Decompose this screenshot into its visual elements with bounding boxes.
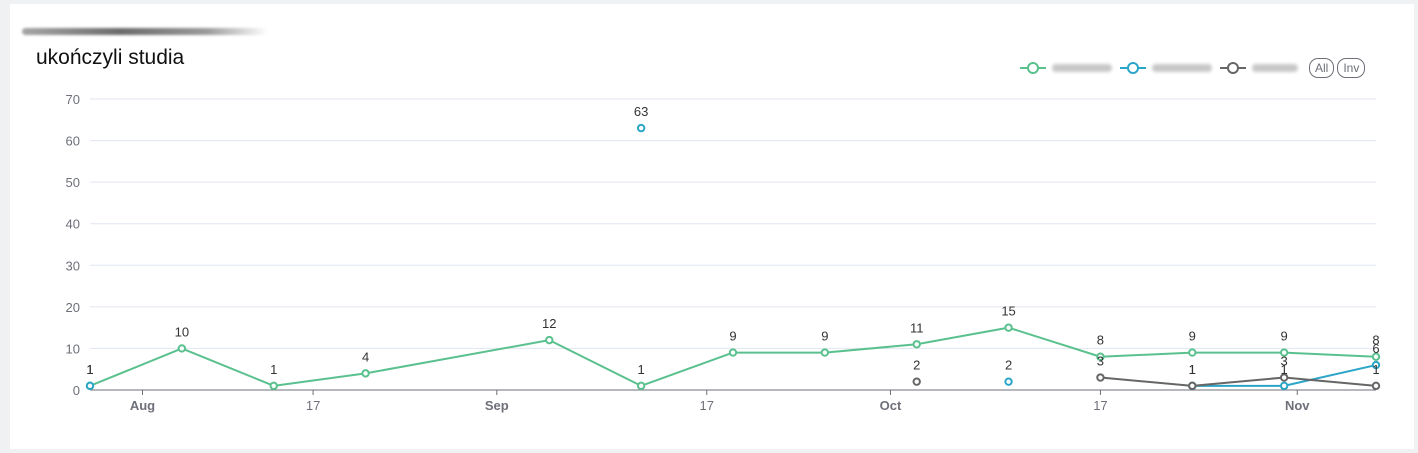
- data-label: 10: [175, 324, 189, 339]
- data-label: 8: [1097, 333, 1104, 348]
- series-layer: [85, 123, 1381, 391]
- series-line-segment: [1283, 351, 1377, 358]
- data-point: [1004, 377, 1013, 386]
- data-point: [820, 348, 830, 357]
- x-tick-label: Sep: [485, 398, 509, 413]
- data-label: 4: [362, 349, 369, 364]
- legend-item-series-1[interactable]: [1020, 61, 1112, 75]
- chart-title: ukończyli studia: [36, 46, 185, 69]
- y-tick-label: 40: [66, 217, 80, 232]
- series-line-segment: [1191, 376, 1286, 387]
- legend-select-all-button[interactable]: All: [1309, 58, 1335, 78]
- data-label: 12: [542, 316, 556, 331]
- data-label: 8: [1372, 333, 1379, 348]
- data-label: 1: [1281, 362, 1288, 377]
- data-point: [177, 344, 187, 353]
- legend-label-redacted: [1052, 64, 1112, 72]
- series-line-segment: [1283, 364, 1377, 387]
- legend-line-circle-icon: [1220, 62, 1246, 74]
- y-tick-label: 60: [66, 134, 80, 149]
- data-label: 9: [821, 329, 828, 344]
- data-point: [1371, 360, 1381, 370]
- data-label: 9: [1189, 329, 1196, 344]
- y-axis-ticks: 0 10 20 30 40 50 60 70: [66, 92, 80, 398]
- y-tick-label: 30: [66, 258, 80, 273]
- series-line-segment: [548, 339, 643, 387]
- data-point: [85, 381, 95, 391]
- data-label: 2: [913, 358, 920, 373]
- data-point: [912, 377, 921, 386]
- x-tick-label: Nov: [1285, 398, 1310, 413]
- x-tick-label: 17: [1093, 398, 1107, 413]
- data-point: [1096, 373, 1105, 382]
- series-line-segment: [915, 326, 1010, 346]
- data-label: 9: [1281, 329, 1288, 344]
- series-line-segment: [272, 372, 367, 387]
- series-line-segment: [640, 351, 734, 387]
- data-label: 63: [634, 104, 648, 119]
- data-label: 2: [1005, 358, 1012, 373]
- chart-legend: All Inv: [1020, 57, 1366, 79]
- data-point: [1188, 348, 1197, 357]
- data-label: 1: [86, 362, 93, 377]
- data-point: [636, 123, 646, 133]
- x-axis: Aug 17 Sep 17 Oct 17 Nov: [90, 389, 1376, 413]
- data-label: 1: [1372, 362, 1379, 377]
- data-point: [728, 348, 738, 357]
- data-label: 6: [1372, 341, 1379, 356]
- data-label: 3: [1281, 354, 1288, 369]
- legend-line-circle-icon: [1020, 62, 1046, 74]
- y-tick-label: 20: [66, 300, 80, 315]
- data-point: [1371, 381, 1381, 391]
- data-point: [361, 369, 370, 378]
- legend-label-redacted: [1252, 64, 1298, 72]
- data-label: 1: [86, 362, 93, 377]
- legend-inverse-button[interactable]: Inv: [1337, 58, 1366, 78]
- data-label: 1: [638, 362, 645, 377]
- data-point: [269, 381, 278, 391]
- y-tick-label: 50: [66, 175, 80, 190]
- data-point: [1004, 323, 1013, 332]
- series-line-segment: [180, 347, 275, 387]
- x-tick-label: Aug: [130, 398, 155, 413]
- series-line-segment: [1007, 326, 1102, 358]
- series-line-segment: [1099, 351, 1194, 358]
- series-line-segment: [1283, 376, 1377, 387]
- x-tick-label: Oct: [880, 398, 902, 413]
- series-line-segment: [823, 343, 918, 354]
- x-tick-label: 17: [700, 398, 714, 413]
- y-tick-label: 70: [66, 92, 80, 107]
- grid-lines: [90, 98, 1376, 349]
- data-point: [1188, 381, 1197, 391]
- data-label: 9: [729, 329, 736, 344]
- data-label: 3: [1097, 354, 1104, 369]
- data-point: [1279, 373, 1289, 382]
- data-point: [1371, 352, 1381, 361]
- data-label: 1: [270, 362, 277, 377]
- legend-label-redacted: [1152, 64, 1212, 72]
- series-line-segment: [89, 347, 183, 387]
- data-label: 11: [910, 320, 924, 335]
- data-point: [1279, 381, 1289, 391]
- data-point: [1279, 348, 1289, 357]
- data-point: [545, 335, 554, 345]
- data-label: 1: [1189, 362, 1196, 377]
- series-line-segment: [364, 339, 551, 375]
- data-label: 1: [1189, 362, 1196, 377]
- legend-item-series-2[interactable]: [1120, 61, 1212, 75]
- series-line-segment: [1099, 376, 1194, 387]
- y-tick-label: 10: [66, 341, 80, 356]
- data-point: [636, 381, 646, 391]
- data-point: [1096, 352, 1105, 361]
- chart-panel: [10, 4, 1414, 449]
- redacted-heading: [22, 28, 268, 35]
- data-point: [912, 340, 921, 349]
- data-label: 15: [1001, 304, 1015, 319]
- y-tick-label: 0: [73, 383, 80, 398]
- legend-line-circle-icon: [1120, 62, 1146, 74]
- x-tick-label: 17: [306, 398, 320, 413]
- legend-item-series-3[interactable]: [1220, 61, 1298, 75]
